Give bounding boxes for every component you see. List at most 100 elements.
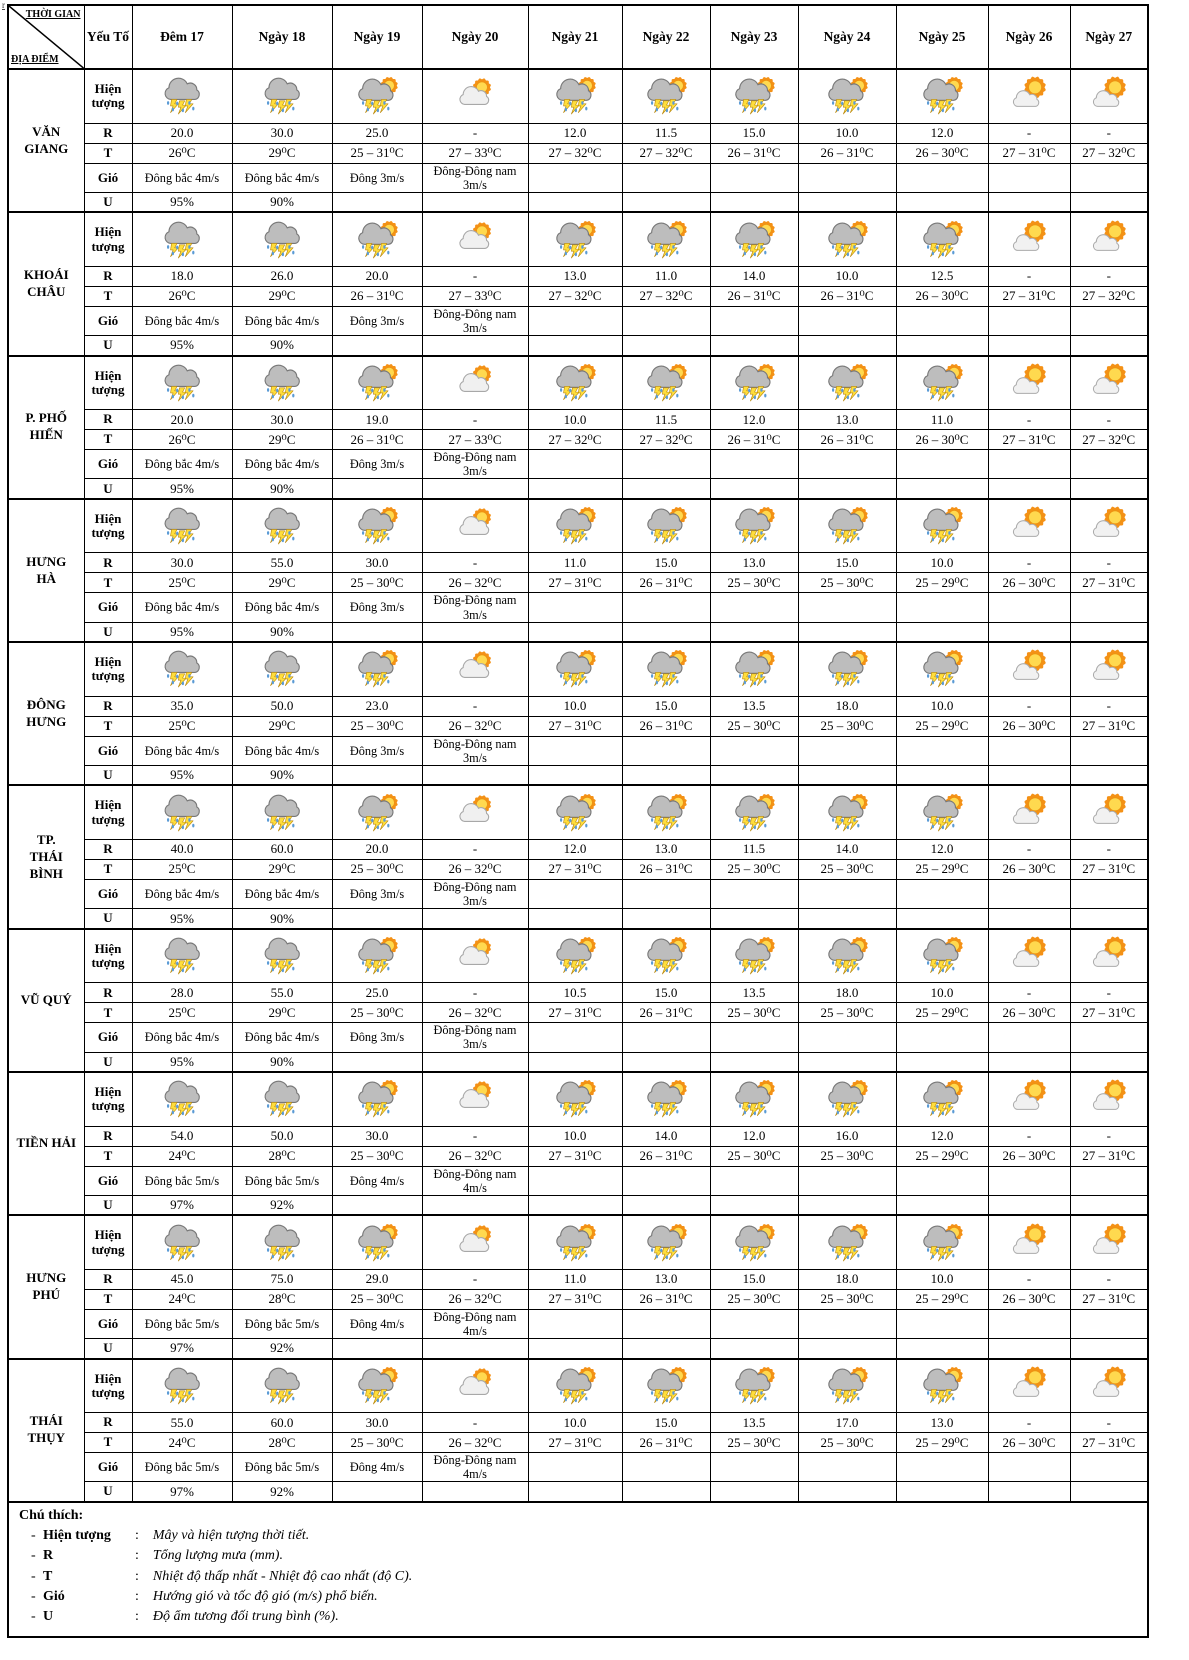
row-label-rain: R [83, 1268, 133, 1290]
phenomenon-cell [131, 354, 233, 411]
wind-value-cell: Đông-Đông nam 3m/s [421, 878, 529, 910]
humidity-value-cell [1069, 1338, 1149, 1360]
humidity-value-cell [621, 191, 711, 213]
table-row: U 95% 90% [8, 335, 1149, 357]
rain-value-cell: 30.0 [331, 552, 423, 574]
storm-sun-icon [824, 936, 870, 976]
row-label-phenomenon: Hiện tượng [83, 354, 133, 411]
location-name: P. PHỐ HIẾN [7, 354, 85, 500]
wind-value-cell: Đông bắc 4m/s [131, 735, 233, 766]
rain-value-cell: 23.0 [331, 695, 423, 717]
legend-bullet: - [31, 1589, 36, 1605]
rain-value-cell: 30.0 [331, 1412, 423, 1434]
phenomenon-cell [621, 1071, 711, 1127]
wind-value-cell [709, 878, 799, 910]
table-row: U 95% 90% [8, 1051, 1149, 1073]
phenomenon-cell [797, 641, 897, 697]
wind-value-cell: Đông-Đông nam 3m/s [421, 162, 529, 193]
humidity-value-cell [895, 1481, 989, 1503]
wind-value-cell [797, 878, 897, 910]
table-row: HƯNG PHÚ Hiện tượng [7, 1214, 1149, 1360]
wind-value-cell [621, 735, 711, 766]
humidity-value-cell [709, 1051, 799, 1073]
wind-value-cell [527, 1452, 623, 1483]
cloud-sun-icon [452, 1079, 498, 1119]
sun-cloud-icon [1086, 76, 1132, 116]
temperature-value-cell: 26 – 30⁰C [987, 1002, 1071, 1024]
storm-sun-icon [731, 76, 777, 116]
temperature-value-cell: 27 – 32⁰C [621, 285, 711, 307]
phenomenon-cell [131, 1071, 233, 1127]
storm-sun-icon [354, 1079, 400, 1119]
phenomenon-cell [231, 211, 333, 267]
humidity-value-cell [527, 908, 623, 930]
rain-value-cell: - [987, 1412, 1071, 1434]
humidity-value-cell [421, 1338, 529, 1360]
date-header-1: Ngày 18 [231, 4, 333, 70]
rain-value-cell: 10.0 [895, 1268, 989, 1290]
storm-sun-icon [552, 1366, 598, 1406]
wind-value-cell [797, 162, 897, 193]
storm-sun-icon [354, 76, 400, 116]
wind-value-cell: Đông-Đông nam 3m/s [421, 305, 529, 337]
wind-value-cell [527, 1022, 623, 1053]
phenomenon-cell [131, 1214, 233, 1270]
rain-value-cell: - [421, 552, 529, 574]
row-label-rain: R [83, 265, 133, 287]
humidity-value-cell [421, 621, 529, 643]
phenomenon-cell [131, 927, 233, 984]
storm-sun-icon [919, 363, 965, 403]
table-row: R 18.0 26.0 20.0-13.0 11.0 14.0 10.0 12.5- - [8, 265, 1149, 287]
legend-description: Tổng lượng mưa (mm). [152, 1548, 283, 1564]
phenomenon-cell [421, 1071, 529, 1127]
temperature-value-cell: 26 – 32⁰C [421, 1145, 529, 1167]
temperature-value-cell: 29⁰C [231, 572, 333, 594]
forecast-sheet: THỜI GIAN ĐỊA ĐIỂM Yếu Tố Đêm 17 Ngày 18 N… [7, 4, 1149, 1638]
wind-value-cell [709, 1452, 799, 1483]
sun-cloud-icon [1006, 220, 1052, 260]
row-label-wind: Gió [83, 878, 133, 910]
rain-value-cell: - [1069, 982, 1149, 1004]
wind-value-cell: Đông-Đông nam 3m/s [421, 1022, 529, 1053]
rain-value-cell: 15.0 [621, 982, 711, 1004]
wind-value-cell [1069, 592, 1149, 623]
humidity-value-cell [621, 764, 711, 786]
wind-value-cell [1069, 735, 1149, 766]
table-row: R 20.0 30.0 25.0-12.0 11.5 15.0 10.0 12.0- - [8, 122, 1149, 144]
temperature-value-cell: 25 – 29⁰C [895, 1002, 989, 1024]
wind-value-cell [895, 305, 989, 337]
table-row: R 45.0 75.0 29.0-11.0 13.0 15.0 18.0 10.0- - [8, 1268, 1149, 1290]
storm-sun-icon [552, 649, 598, 689]
row-label-temperature: T [83, 285, 133, 307]
row-label-phenomenon: Hiện tượng [83, 784, 133, 840]
rain-value-cell: 60.0 [231, 838, 333, 860]
storm-sun-icon [354, 649, 400, 689]
temperature-value-cell: 25 – 29⁰C [895, 1288, 989, 1310]
legend-separator: : [135, 1528, 139, 1544]
phenomenon-cell [709, 211, 799, 267]
phenomenon-cell [621, 784, 711, 840]
phenomenon-cell [231, 1357, 333, 1414]
sun-cloud-icon [1006, 1223, 1052, 1263]
phenomenon-cell [621, 354, 711, 411]
storm-sun-icon [919, 76, 965, 116]
phenomenon-cell [527, 641, 623, 697]
phenomenon-cell [895, 1357, 989, 1414]
humidity-value-cell [895, 764, 989, 786]
phenomenon-cell [527, 1071, 623, 1127]
legend-separator: : [135, 1589, 139, 1605]
phenomenon-cell [527, 1214, 623, 1270]
phenomenon-cell [987, 927, 1071, 984]
date-header-10: Ngày 27 [1069, 4, 1149, 70]
wind-value-cell [895, 449, 989, 480]
wind-value-cell: Đông bắc 4m/s [131, 449, 233, 480]
phenomenon-cell [895, 68, 989, 124]
humidity-value-cell [331, 191, 423, 213]
humidity-value-cell [1069, 191, 1149, 213]
row-label-rain: R [83, 1125, 133, 1147]
wind-value-cell [527, 1308, 623, 1340]
rain-value-cell: 13.0 [797, 409, 897, 431]
rain-value-cell: 12.0 [709, 1125, 799, 1147]
wind-value-cell: Đông bắc 4m/s [231, 449, 333, 480]
rain-value-cell: 10.5 [527, 982, 623, 1004]
